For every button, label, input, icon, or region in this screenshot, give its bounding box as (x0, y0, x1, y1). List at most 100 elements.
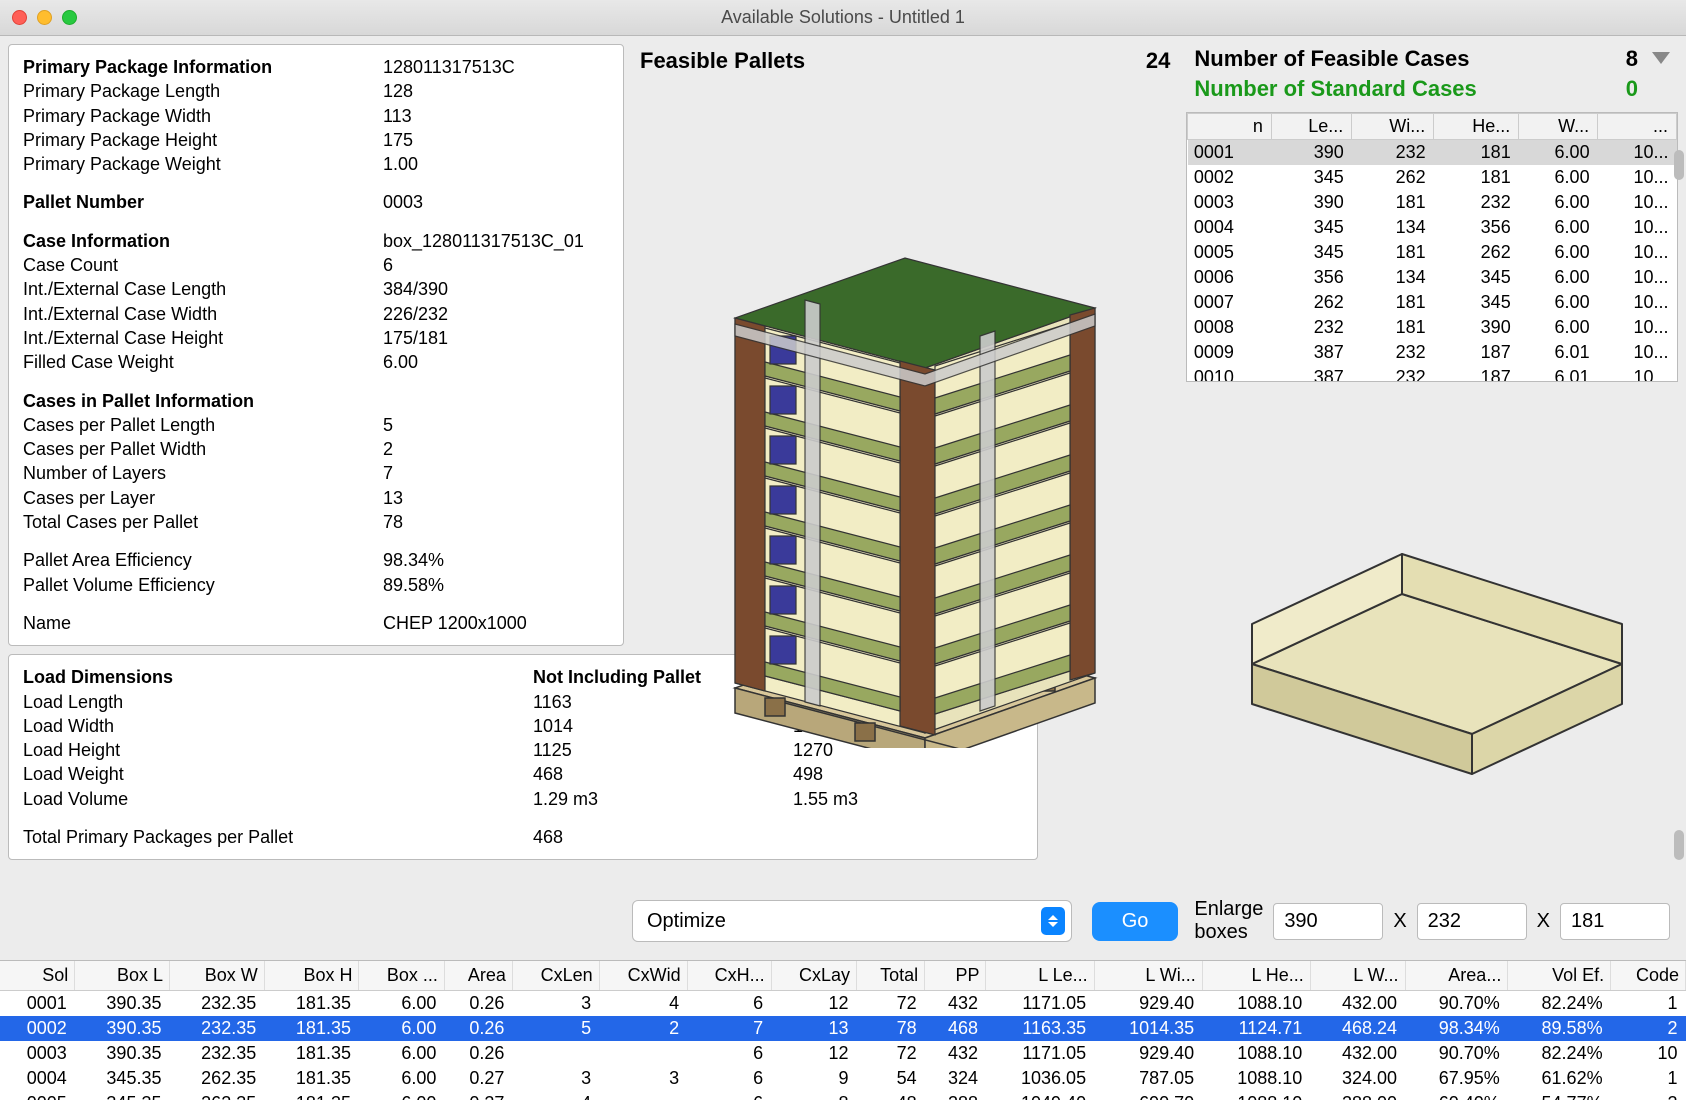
solutions-col-header[interactable]: L Le... (986, 961, 1094, 991)
load-r6: Total Primary Packages per Pallet (23, 825, 533, 849)
solutions-col-header[interactable]: CxH... (687, 961, 771, 991)
pph-val: 175 (383, 128, 609, 152)
solutions-col-header[interactable]: Box L (75, 961, 170, 991)
cases-table[interactable]: nLe...Wi...He...W......00013902321816.00… (1186, 112, 1678, 382)
icw-label: Int./External Case Width (23, 302, 383, 326)
cases-col-header[interactable]: ... (1598, 114, 1677, 140)
feasible-pallets-label: Feasible Pallets (640, 48, 805, 74)
cpl-label: Cases per Pallet Length (23, 413, 383, 437)
table-row[interactable]: 00063561343456.0010... (1188, 265, 1677, 290)
ci-label: Case Information (23, 229, 383, 253)
solutions-col-header[interactable]: Code (1611, 961, 1686, 991)
standard-cases-count: 0 (1626, 76, 1638, 102)
solutions-col-header[interactable]: Total (857, 961, 925, 991)
ppwt-label: Primary Package Weight (23, 152, 383, 176)
table-row[interactable]: 0002390.35232.35181.356.000.265271378468… (0, 1016, 1686, 1041)
ci-val: box_128011317513C_01 (383, 229, 609, 253)
enlarge-boxes-row: Enlarge boxes X X (1186, 886, 1678, 952)
cpw-label: Cases per Pallet Width (23, 437, 383, 461)
cases-col-header[interactable]: Wi... (1352, 114, 1434, 140)
pve-label: Pallet Volume Efficiency (23, 573, 383, 597)
clay-val: 13 (383, 486, 609, 510)
load-r4: Load Weight (23, 762, 533, 786)
table-row[interactable]: 00093872321876.0110... (1188, 340, 1677, 365)
load-r1: Load Length (23, 690, 533, 714)
table-row[interactable]: 00082321813906.0010... (1188, 315, 1677, 340)
scrollbar-thumb[interactable] (1674, 150, 1684, 180)
close-icon[interactable] (12, 10, 27, 25)
solutions-col-header[interactable]: CxLen (512, 961, 599, 991)
ich-label: Int./External Case Height (23, 326, 383, 350)
titlebar: Available Solutions - Untitled 1 (0, 0, 1686, 36)
traffic-lights (12, 10, 77, 25)
solutions-col-header[interactable]: PP (925, 961, 986, 991)
x-sep-2: X (1537, 910, 1550, 933)
scrollbar-thumb[interactable] (1674, 830, 1684, 860)
solutions-col-header[interactable]: L Wi... (1094, 961, 1202, 991)
table-row[interactable]: 00043451343566.0010... (1188, 215, 1677, 240)
solutions-col-header[interactable]: L He... (1202, 961, 1310, 991)
tcp-label: Total Cases per Pallet (23, 510, 383, 534)
solutions-col-header[interactable]: CxLay (771, 961, 856, 991)
cases-col-header[interactable]: He... (1434, 114, 1519, 140)
ppi-label: Primary Package Information (23, 55, 383, 79)
pallet-visualization (632, 86, 1178, 890)
solutions-col-header[interactable]: Area (444, 961, 512, 991)
solutions-col-header[interactable]: L W... (1310, 961, 1405, 991)
enlarge-label: Enlarge boxes (1194, 898, 1263, 944)
table-row[interactable]: 0005345.35262.35181.356.000.274684828810… (0, 1091, 1686, 1100)
solutions-col-header[interactable]: Box H (264, 961, 359, 991)
table-row[interactable]: 00103872321876.0110... (1188, 365, 1677, 382)
standard-cases-label: Number of Standard Cases (1194, 76, 1476, 102)
load-r3: Load Height (23, 738, 533, 762)
solutions-col-header[interactable]: Area... (1405, 961, 1508, 991)
package-info-box: Primary Package Information128011317513C… (8, 44, 624, 646)
icw-val: 226/232 (383, 302, 609, 326)
left-panel: Primary Package Information128011317513C… (8, 44, 624, 952)
enlarge-height-input[interactable] (1560, 903, 1670, 940)
fcw-val: 6.00 (383, 350, 609, 374)
go-button[interactable]: Go (1092, 902, 1179, 941)
solutions-col-header[interactable]: Vol Ef. (1508, 961, 1611, 991)
table-row[interactable]: 0001390.35232.35181.356.000.263461272432… (0, 991, 1686, 1017)
feasible-cases-count: 8 (1626, 46, 1638, 72)
cases-col-header[interactable]: W... (1519, 114, 1598, 140)
cases-col-header[interactable]: Le... (1271, 114, 1351, 140)
solutions-col-header[interactable]: Sol (0, 961, 75, 991)
cpw-val: 2 (383, 437, 609, 461)
table-row[interactable]: 0003390.35232.35181.356.000.266127243211… (0, 1041, 1686, 1066)
name-val: CHEP 1200x1000 (383, 611, 609, 635)
window-title: Available Solutions - Untitled 1 (721, 7, 965, 28)
table-row[interactable]: 00023452621816.0010... (1188, 165, 1677, 190)
zoom-icon[interactable] (62, 10, 77, 25)
solutions-col-header[interactable]: Box W (169, 961, 264, 991)
feasible-cases-label: Number of Feasible Cases (1194, 46, 1469, 72)
box-visualization (1186, 402, 1678, 886)
load-r2: Load Width (23, 714, 533, 738)
solutions-table[interactable]: SolBox LBox WBox HBox ...AreaCxLenCxWidC… (0, 960, 1686, 1100)
clay-label: Cases per Layer (23, 486, 383, 510)
optimize-select[interactable]: Optimize (632, 900, 1072, 942)
pae-label: Pallet Area Efficiency (23, 548, 383, 572)
load-r5: Load Volume (23, 787, 533, 811)
table-row[interactable]: 0004345.35262.35181.356.000.273369543241… (0, 1066, 1686, 1091)
icl-val: 384/390 (383, 277, 609, 301)
solutions-col-header[interactable]: CxWid (599, 961, 687, 991)
icl-label: Int./External Case Length (23, 277, 383, 301)
enlarge-width-input[interactable] (1417, 903, 1527, 940)
enlarge-length-input[interactable] (1273, 903, 1383, 940)
table-row[interactable]: 00013902321816.0010... (1188, 140, 1677, 166)
pn-label: Pallet Number (23, 190, 383, 214)
right-panel: Number of Feasible Cases 8 Number of Sta… (1186, 44, 1678, 952)
pae-val: 98.34% (383, 548, 609, 572)
solutions-col-header[interactable]: Box ... (359, 961, 444, 991)
nl-val: 7 (383, 461, 609, 485)
table-row[interactable]: 00072621813456.0010... (1188, 290, 1677, 315)
table-row[interactable]: 00053451812626.0010... (1188, 240, 1677, 265)
triangle-down-icon[interactable] (1652, 52, 1670, 64)
cases-col-header[interactable]: n (1188, 114, 1272, 140)
table-row[interactable]: 00033901812326.0010... (1188, 190, 1677, 215)
ppw-label: Primary Package Width (23, 104, 383, 128)
cc-label: Case Count (23, 253, 383, 277)
minimize-icon[interactable] (37, 10, 52, 25)
